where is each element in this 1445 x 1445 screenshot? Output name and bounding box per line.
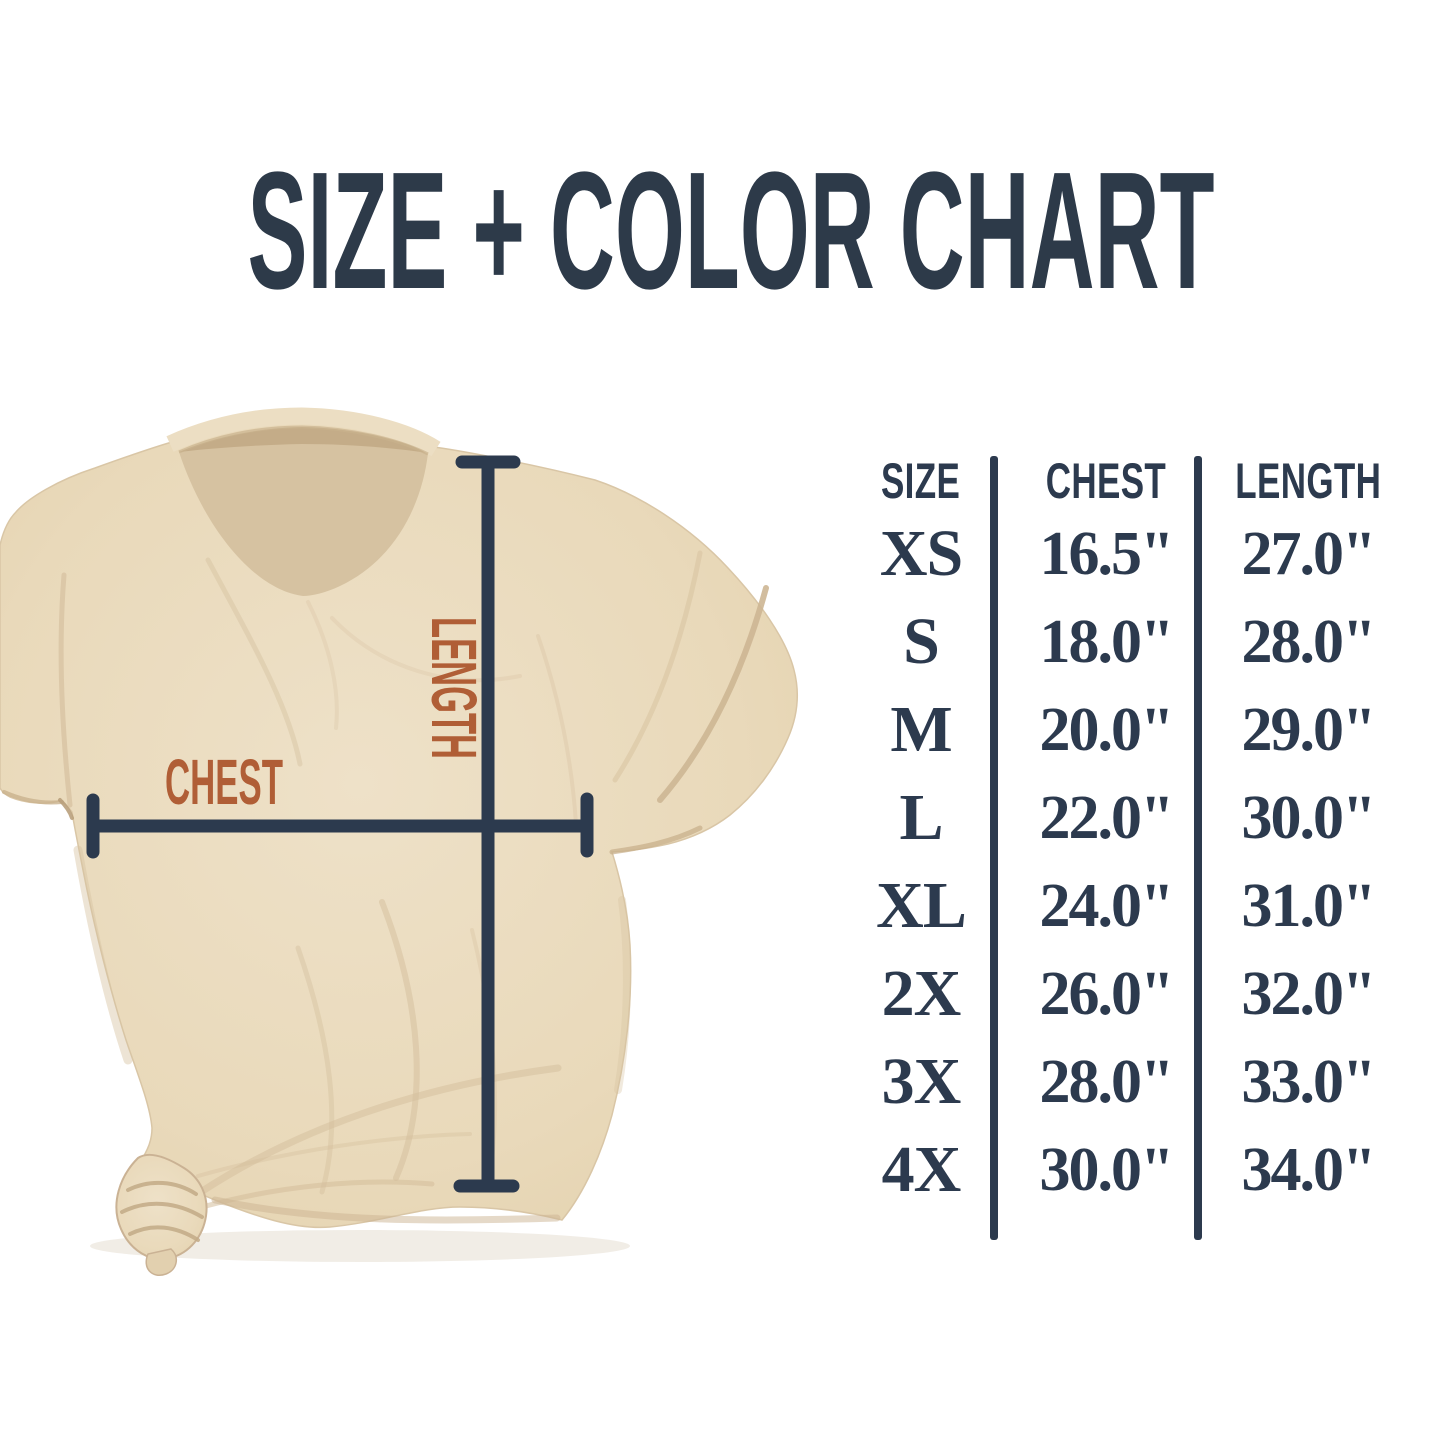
size-label-4x: 4X — [881, 1133, 962, 1206]
chest-value-s: 18.0" — [1039, 607, 1175, 676]
size-table-grid: SIZE CHEST LENGTH XS 16.5" 27.0" S 18.0"… — [848, 452, 1408, 1214]
tshirt-collar-band — [166, 407, 441, 457]
tshirt-collar-band-edge — [178, 425, 429, 456]
length-value-s: 28.0" — [1241, 607, 1377, 676]
length-value-xs: 27.0" — [1241, 519, 1377, 588]
chest-value-xs: 16.5" — [1039, 519, 1175, 588]
column-header-chest-cell: CHEST — [994, 452, 1198, 510]
length-measure-line — [453, 455, 521, 1193]
chest-value-m: 20.0" — [1039, 695, 1175, 764]
length-measure-label: LENGTH — [418, 617, 490, 759]
size-label-l: L — [899, 781, 943, 854]
length-value-4x: 34.0" — [1241, 1135, 1377, 1204]
chest-measure-line — [86, 792, 594, 859]
page-title-block: SIZE + COLOR CHART — [248, 160, 1215, 324]
chest-measure-label: CHEST — [165, 746, 283, 818]
tshirt-knot — [115, 1153, 208, 1276]
table-column-divider-2 — [1194, 456, 1202, 1240]
table-column-divider-1 — [990, 456, 998, 1240]
chest-value-l: 22.0" — [1039, 783, 1175, 852]
chest-value-3x: 28.0" — [1039, 1047, 1175, 1116]
length-value-2x: 32.0" — [1241, 959, 1377, 1028]
length-value-xl: 31.0" — [1241, 871, 1377, 940]
chest-value-4x: 30.0" — [1039, 1135, 1175, 1204]
length-value-3x: 33.0" — [1241, 1047, 1377, 1116]
size-label-xs: XS — [879, 517, 963, 590]
chest-value-xl: 24.0" — [1039, 871, 1175, 940]
chest-value-2x: 26.0" — [1039, 959, 1175, 1028]
size-label-m: M — [890, 693, 952, 766]
size-label-2x: 2X — [881, 957, 962, 1030]
page-title: SIZE + COLOR CHART — [248, 160, 1215, 324]
length-value-l: 30.0" — [1241, 783, 1377, 852]
length-value-m: 29.0" — [1241, 695, 1377, 764]
column-header-size-cell: SIZE — [848, 452, 994, 510]
column-header-size: SIZE — [881, 453, 961, 509]
column-header-length-cell: LENGTH — [1198, 452, 1408, 510]
column-header-chest: CHEST — [1045, 453, 1167, 509]
tshirt-body — [0, 419, 799, 1229]
tshirt-collar-inner-shadow — [179, 427, 428, 453]
tshirt-collar-opening — [179, 427, 428, 596]
column-header-length: LENGTH — [1235, 453, 1381, 509]
size-label-3x: 3X — [881, 1045, 962, 1118]
tshirt-wrinkles — [2, 550, 769, 1224]
size-label-s: S — [903, 605, 940, 678]
size-table: SIZE CHEST LENGTH XS 16.5" 27.0" S 18.0"… — [848, 452, 1408, 1244]
shirt-shadow — [90, 1230, 630, 1262]
size-label-xl: XL — [876, 869, 967, 942]
